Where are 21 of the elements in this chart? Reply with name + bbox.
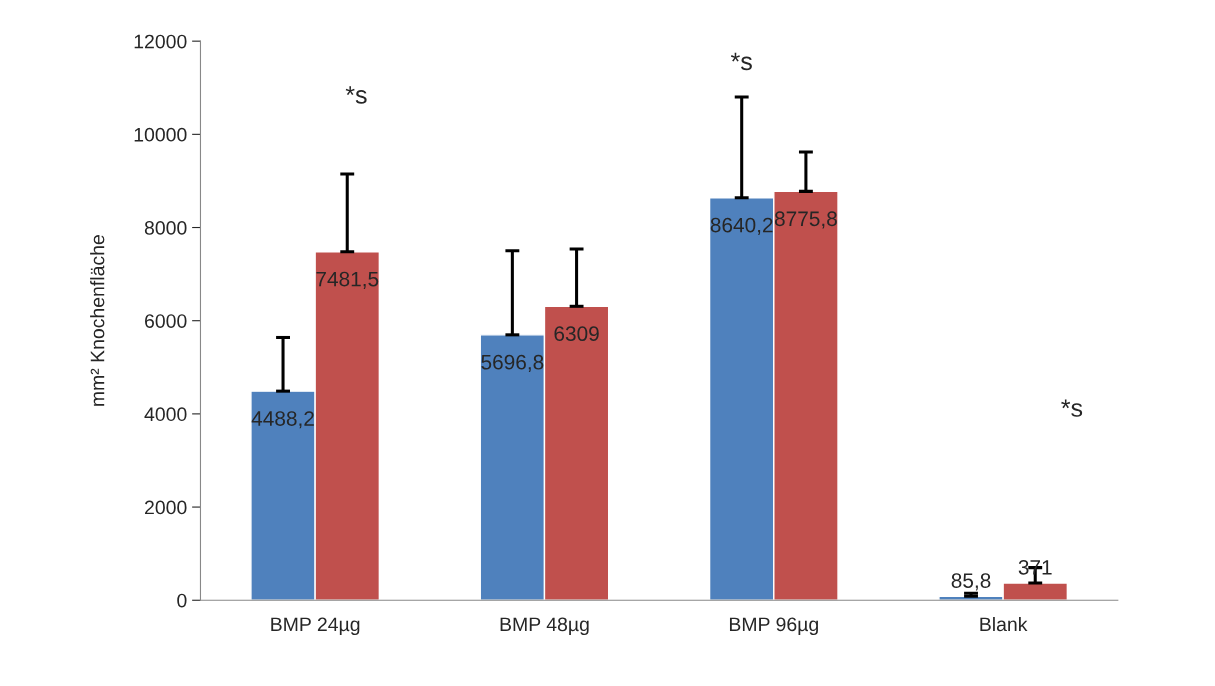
data-label: 8775,8 (774, 211, 837, 229)
y-tick-label: 12000 (134, 34, 187, 49)
x-tick-label: Blank (980, 616, 1028, 632)
x-tick-label: BMP 48µg (500, 617, 589, 636)
y-axis-title: mm² Knochenfläche (90, 235, 105, 406)
y-tick-label: 10000 (134, 127, 187, 142)
y-tick-label: 4000 (144, 407, 187, 422)
x-tick-label: BMP 24µg (271, 617, 360, 636)
y-tick-label: 2000 (145, 500, 187, 515)
annotation: *s (345, 86, 367, 104)
data-label: 7481,5 (316, 271, 379, 289)
y-tick-label: 8000 (144, 220, 187, 235)
data-label: 6309 (554, 326, 599, 342)
data-label: 8640,2 (710, 217, 773, 235)
y-tick-label: 6000 (145, 314, 187, 328)
x-tick-label: BMP 96µg (729, 617, 818, 636)
annotation: *s (730, 52, 752, 71)
y-tick-label: 0 (177, 593, 187, 608)
data-label: 5696,8 (481, 354, 544, 373)
annotation: *s (1061, 399, 1083, 417)
data-label: 85,8 (951, 573, 991, 591)
